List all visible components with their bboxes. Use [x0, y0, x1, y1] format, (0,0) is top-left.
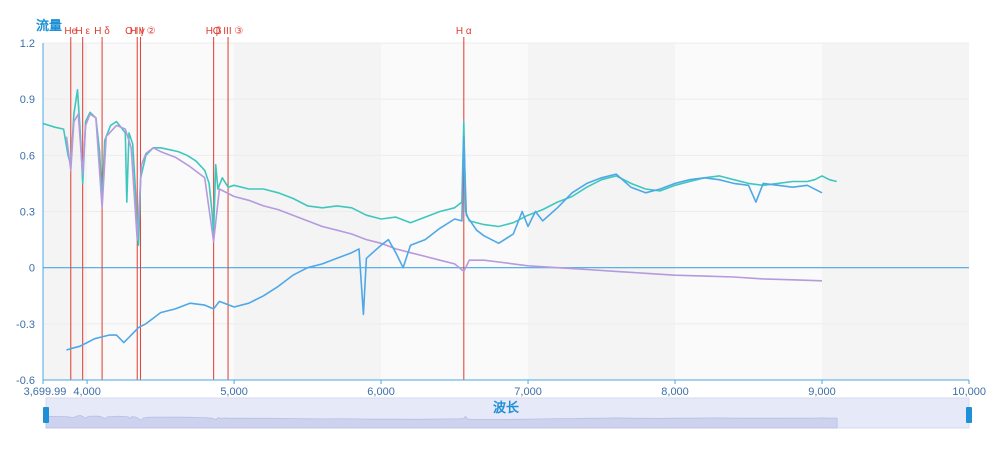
spectral-line-label: He — [64, 26, 77, 37]
series-group — [42, 89, 837, 351]
series-line-2 — [66, 135, 823, 351]
axes: 1.2 0.9 0.6 0.3 0 -0.3 -0.63,699.99 4,000 5,000 6… — [16, 18, 986, 398]
x-tick-label: 9,000 — [808, 386, 836, 398]
y-tick-label: 0.9 — [20, 94, 35, 106]
spectral-line-label: H γ — [130, 26, 145, 37]
x-tick-label: 3,699.99 — [24, 386, 67, 398]
x-tick-label: 4,000 — [73, 386, 101, 398]
grid-lines — [43, 42, 969, 381]
spectral-line-label: H β — [206, 26, 222, 37]
x-tick-label: 6,000 — [367, 386, 395, 398]
x-tick-label: 7,000 — [514, 386, 542, 398]
spectral-line-label: H α — [456, 26, 472, 37]
y-tick-label: 0.6 — [20, 150, 35, 162]
slider-handle-right[interactable] — [966, 407, 972, 423]
spectral-line-label: H ε — [75, 26, 90, 37]
x-axis-title: 波长 — [493, 400, 520, 415]
y-tick-label: 0 — [29, 263, 35, 275]
y-axis-title: 流量 — [36, 18, 62, 33]
x-tick-label: 5,000 — [220, 386, 248, 398]
spectral-line-label: H δ — [94, 26, 110, 37]
x-tick-label: 8,000 — [661, 386, 689, 398]
slider-handle-left[interactable] — [43, 407, 49, 423]
spectral-line-label: O III ③ — [213, 26, 244, 37]
series-line-0 — [42, 89, 837, 246]
spectral-line-label: O III ② — [125, 26, 156, 37]
y-tick-label: -0.3 — [16, 319, 35, 331]
data-zoom-slider[interactable]: 波长 — [43, 397, 972, 429]
slider-preview — [45, 414, 838, 429]
y-tick-label: 1.2 — [20, 38, 35, 50]
y-tick-label: -0.6 — [16, 375, 35, 387]
y-tick-label: 0.3 — [20, 207, 35, 219]
series-line-1 — [65, 113, 823, 282]
spectral-lines: HeH ε H δ H γO III ② H βO III ③ H α — [64, 26, 472, 380]
x-tick-label: 10,000 — [952, 386, 986, 398]
